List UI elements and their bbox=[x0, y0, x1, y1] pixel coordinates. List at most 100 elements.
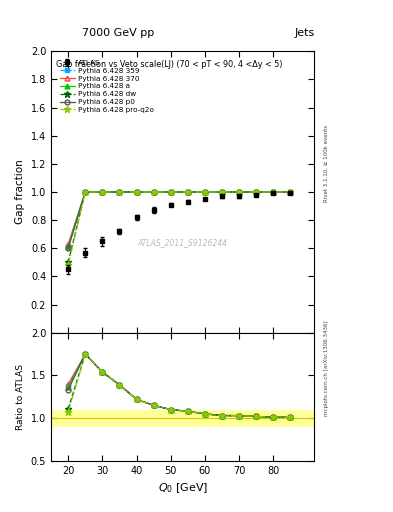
Line: Pythia 6.428 359: Pythia 6.428 359 bbox=[66, 190, 292, 248]
Pythia 6.428 dw bbox=[134, 189, 139, 195]
Pythia 6.428 a bbox=[66, 244, 71, 250]
Pythia 6.428 370 bbox=[83, 189, 88, 195]
Pythia 6.428 370 bbox=[100, 189, 105, 195]
Pythia 6.428 pro-q2o bbox=[117, 189, 122, 195]
Pythia 6.428 359 bbox=[254, 189, 259, 195]
Legend: ATLAS, Pythia 6.428 359, Pythia 6.428 370, Pythia 6.428 a, Pythia 6.428 dw, Pyth: ATLAS, Pythia 6.428 359, Pythia 6.428 37… bbox=[57, 58, 156, 115]
Pythia 6.428 p0 bbox=[220, 189, 224, 195]
Pythia 6.428 a bbox=[117, 189, 122, 195]
Line: Pythia 6.428 370: Pythia 6.428 370 bbox=[66, 189, 293, 246]
Pythia 6.428 359 bbox=[66, 243, 71, 249]
Line: Pythia 6.428 p0: Pythia 6.428 p0 bbox=[66, 189, 293, 251]
Text: 7000 GeV pp: 7000 GeV pp bbox=[82, 28, 154, 38]
Pythia 6.428 370 bbox=[66, 241, 71, 247]
Pythia 6.428 a bbox=[220, 189, 224, 195]
Pythia 6.428 370 bbox=[134, 189, 139, 195]
Pythia 6.428 370 bbox=[117, 189, 122, 195]
Pythia 6.428 dw bbox=[203, 189, 208, 195]
Pythia 6.428 p0 bbox=[151, 189, 156, 195]
Pythia 6.428 pro-q2o bbox=[220, 189, 224, 195]
Pythia 6.428 370 bbox=[220, 189, 224, 195]
Pythia 6.428 a bbox=[151, 189, 156, 195]
Pythia 6.428 pro-q2o bbox=[288, 189, 293, 195]
Pythia 6.428 359 bbox=[288, 189, 293, 195]
Pythia 6.428 359 bbox=[134, 189, 139, 195]
Pythia 6.428 359 bbox=[100, 189, 105, 195]
Pythia 6.428 a bbox=[169, 189, 173, 195]
Line: Pythia 6.428 a: Pythia 6.428 a bbox=[66, 189, 293, 249]
Y-axis label: Ratio to ATLAS: Ratio to ATLAS bbox=[16, 364, 25, 430]
Pythia 6.428 359 bbox=[117, 189, 122, 195]
Pythia 6.428 359 bbox=[237, 189, 242, 195]
Pythia 6.428 a bbox=[288, 189, 293, 195]
Pythia 6.428 359 bbox=[151, 189, 156, 195]
Pythia 6.428 370 bbox=[169, 189, 173, 195]
Pythia 6.428 dw bbox=[254, 189, 259, 195]
Line: Pythia 6.428 pro-q2o: Pythia 6.428 pro-q2o bbox=[65, 188, 294, 269]
Pythia 6.428 pro-q2o bbox=[254, 189, 259, 195]
Pythia 6.428 359 bbox=[203, 189, 208, 195]
Pythia 6.428 pro-q2o bbox=[83, 189, 88, 195]
Text: Gap fraction vs Veto scale(LJ) (70 < pT < 90, 4 <Δy < 5): Gap fraction vs Veto scale(LJ) (70 < pT … bbox=[56, 60, 283, 69]
Text: Rivet 3.1.10, ≥ 100k events: Rivet 3.1.10, ≥ 100k events bbox=[324, 125, 329, 202]
Pythia 6.428 dw bbox=[288, 189, 293, 195]
Y-axis label: Gap fraction: Gap fraction bbox=[15, 160, 25, 224]
Pythia 6.428 a bbox=[100, 189, 105, 195]
Pythia 6.428 370 bbox=[203, 189, 208, 195]
Pythia 6.428 p0 bbox=[185, 189, 190, 195]
Pythia 6.428 359 bbox=[83, 189, 88, 195]
Pythia 6.428 a bbox=[203, 189, 208, 195]
Pythia 6.428 p0 bbox=[288, 189, 293, 195]
Pythia 6.428 a bbox=[237, 189, 242, 195]
Pythia 6.428 370 bbox=[271, 189, 276, 195]
Pythia 6.428 dw bbox=[83, 189, 88, 195]
Pythia 6.428 p0 bbox=[237, 189, 242, 195]
Pythia 6.428 a bbox=[83, 189, 88, 195]
Pythia 6.428 p0 bbox=[203, 189, 208, 195]
Pythia 6.428 p0 bbox=[254, 189, 259, 195]
Pythia 6.428 p0 bbox=[100, 189, 105, 195]
Pythia 6.428 359 bbox=[220, 189, 224, 195]
Pythia 6.428 pro-q2o bbox=[271, 189, 276, 195]
Pythia 6.428 pro-q2o bbox=[100, 189, 105, 195]
Pythia 6.428 pro-q2o bbox=[151, 189, 156, 195]
Pythia 6.428 a bbox=[134, 189, 139, 195]
Pythia 6.428 pro-q2o bbox=[185, 189, 190, 195]
Pythia 6.428 p0 bbox=[117, 189, 122, 195]
Pythia 6.428 dw bbox=[237, 189, 242, 195]
Pythia 6.428 dw bbox=[271, 189, 276, 195]
Pythia 6.428 pro-q2o bbox=[169, 189, 173, 195]
Pythia 6.428 pro-q2o bbox=[66, 262, 71, 268]
Pythia 6.428 370 bbox=[185, 189, 190, 195]
X-axis label: $Q_0$ [GeV]: $Q_0$ [GeV] bbox=[158, 481, 208, 495]
Pythia 6.428 dw bbox=[169, 189, 173, 195]
Pythia 6.428 370 bbox=[237, 189, 242, 195]
Pythia 6.428 dw bbox=[185, 189, 190, 195]
Pythia 6.428 a bbox=[254, 189, 259, 195]
Text: ATLAS_2011_S9126244: ATLAS_2011_S9126244 bbox=[138, 238, 228, 247]
Pythia 6.428 dw bbox=[100, 189, 105, 195]
Pythia 6.428 p0 bbox=[169, 189, 173, 195]
Pythia 6.428 pro-q2o bbox=[203, 189, 208, 195]
Pythia 6.428 dw bbox=[66, 259, 71, 265]
Pythia 6.428 p0 bbox=[83, 189, 88, 195]
Pythia 6.428 370 bbox=[288, 189, 293, 195]
Line: Pythia 6.428 dw: Pythia 6.428 dw bbox=[65, 188, 294, 266]
Pythia 6.428 dw bbox=[151, 189, 156, 195]
Pythia 6.428 a bbox=[185, 189, 190, 195]
Pythia 6.428 370 bbox=[151, 189, 156, 195]
Pythia 6.428 359 bbox=[169, 189, 173, 195]
Pythia 6.428 pro-q2o bbox=[237, 189, 242, 195]
Text: Jets: Jets bbox=[294, 28, 314, 38]
Pythia 6.428 359 bbox=[271, 189, 276, 195]
Pythia 6.428 a bbox=[271, 189, 276, 195]
Pythia 6.428 359 bbox=[185, 189, 190, 195]
Text: mcplots.cern.ch [arXiv:1306.3436]: mcplots.cern.ch [arXiv:1306.3436] bbox=[324, 321, 329, 416]
Pythia 6.428 p0 bbox=[66, 245, 71, 251]
Pythia 6.428 pro-q2o bbox=[134, 189, 139, 195]
Pythia 6.428 370 bbox=[254, 189, 259, 195]
Pythia 6.428 p0 bbox=[134, 189, 139, 195]
Pythia 6.428 dw bbox=[220, 189, 224, 195]
Pythia 6.428 dw bbox=[117, 189, 122, 195]
Pythia 6.428 p0 bbox=[271, 189, 276, 195]
